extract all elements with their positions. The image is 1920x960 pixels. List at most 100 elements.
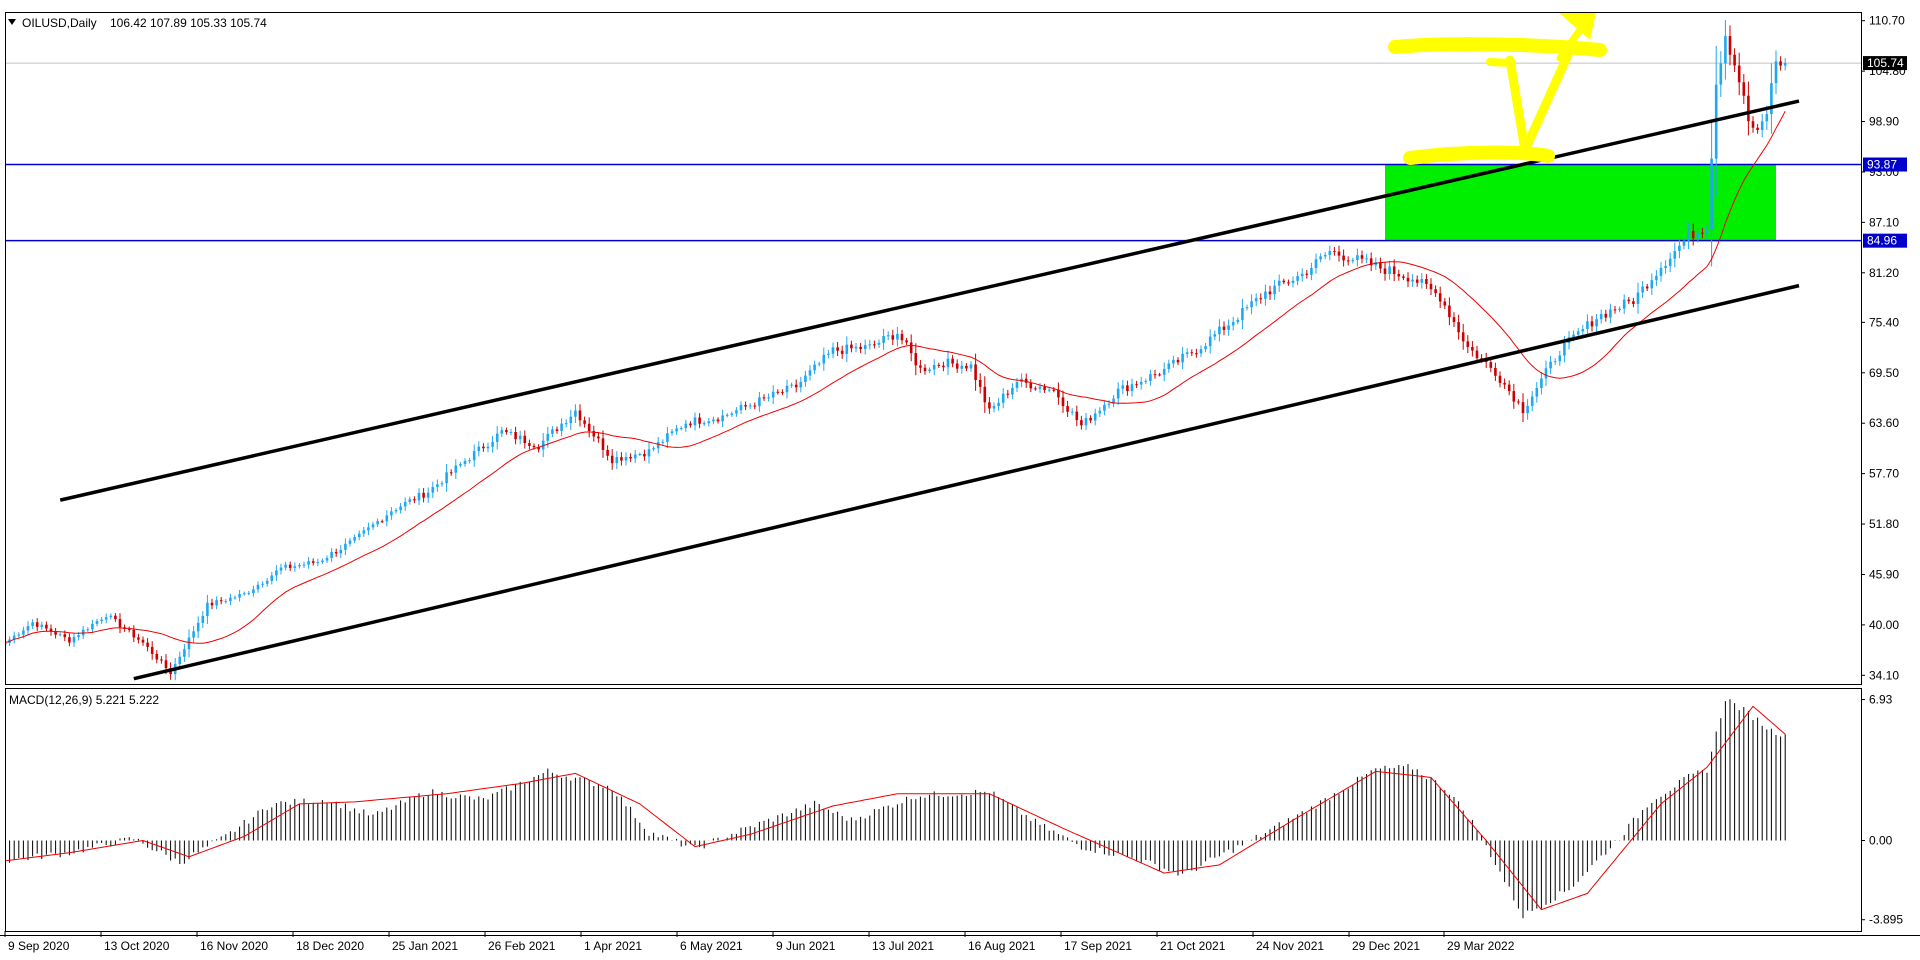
macd-panel-frame [5,688,1862,932]
candle-body [1659,267,1663,276]
candle-body [495,433,499,442]
candle-body [1218,326,1221,335]
candle-body [679,427,683,429]
candle-body [1139,381,1143,385]
candle-body [514,432,517,440]
candle-body [1319,256,1322,260]
candle-body [684,423,688,428]
candle-body [739,405,743,411]
candle-body [1411,279,1414,282]
candle-body [1066,406,1069,412]
candle-body [1287,282,1290,284]
candle-body [1494,367,1497,376]
candle-body [643,454,646,457]
candle-body [1222,326,1226,330]
candle-body [183,649,186,657]
candle-body [518,435,522,440]
candle-body [905,340,908,343]
support-zone [1385,164,1776,241]
candle-body [836,347,839,351]
candle-body [1507,384,1511,392]
candle-body [730,413,734,415]
highlight-arrowhead [1559,13,1596,40]
candle-body [707,421,711,424]
candle-body [735,410,738,414]
time-tick-label: 1 Apr 2021 [584,939,642,953]
symbol-label: OILUSD,Daily [22,16,97,30]
price-tick-label: 110.70 [1869,14,1905,28]
macd-tick-label: 0.00 [1869,834,1893,848]
candle-body [219,600,223,602]
candle-body [1259,298,1263,300]
candle-body [118,619,122,628]
price-tick-label: 45.90 [1869,567,1899,581]
channel-lines-layer [59,99,1800,681]
macd-tick-label: 6.93 [1869,693,1893,707]
candle-body [1549,361,1552,369]
candle-body [1250,301,1253,308]
candle-body [385,515,389,522]
candle-body [357,533,361,538]
candle-body [394,510,398,512]
time-tick-label: 9 Sep 2020 [8,939,70,953]
candle-body [472,451,476,461]
level-price-badge [1863,233,1907,248]
ohlc-label: 106.42 107.89 105.33 105.74 [110,16,267,30]
candle-body [1172,359,1175,364]
candle-body [463,461,467,464]
candle-body [1176,359,1180,363]
candle-body [6,642,7,646]
candle-body [909,342,913,354]
symbol-dropdown-icon[interactable] [8,19,16,25]
candle-body [1126,385,1129,391]
candle-body [468,460,471,462]
candle-body [321,560,324,563]
candle-body [781,392,784,394]
candle-body [178,656,182,665]
candle-body [1613,309,1617,311]
candle-body [1724,36,1727,64]
price-tick-label: 69.50 [1869,366,1899,380]
candle-body [983,386,987,403]
candle-body [376,521,379,525]
candle-body [1388,266,1391,274]
candle-body [1466,341,1470,347]
candle-body [1687,230,1690,241]
candle-body [35,622,39,627]
candle-body [1586,321,1589,330]
candle-body [256,584,260,590]
candle-body [1356,255,1359,260]
macd-histogram-layer [9,699,1786,919]
candle-body [1282,280,1286,283]
candle-body [1296,276,1299,281]
candle-body [794,384,798,388]
candle-body [1434,289,1437,294]
candle-body [932,364,936,370]
time-tick-label: 6 May 2021 [680,939,743,953]
candle-body [68,637,71,643]
candle-body [785,385,789,393]
candle-body [1241,307,1244,320]
candle-body [22,630,25,635]
price-axis: 110.70104.8098.9093.0087.1081.2075.4069.… [1861,14,1907,682]
candle-body [1645,286,1649,289]
candle-body [206,602,209,617]
candle-body [652,448,655,450]
candle-body [132,629,136,638]
candle-body [587,423,591,431]
candle-body [1737,65,1741,83]
candle-body [1489,362,1493,368]
price-tick-label: 87.10 [1869,215,1899,229]
candle-body [187,637,191,650]
candle-body [114,615,117,620]
candle-body [689,423,692,426]
time-tick-label: 13 Oct 2020 [104,939,170,953]
candle-body [1291,280,1295,284]
candle-body [1337,251,1341,256]
candles-layer [6,19,1787,681]
candle-body [638,454,642,456]
time-tick-label: 17 Sep 2021 [1064,939,1132,953]
candle-body [1710,158,1713,231]
main-panel-frame [5,12,1862,685]
